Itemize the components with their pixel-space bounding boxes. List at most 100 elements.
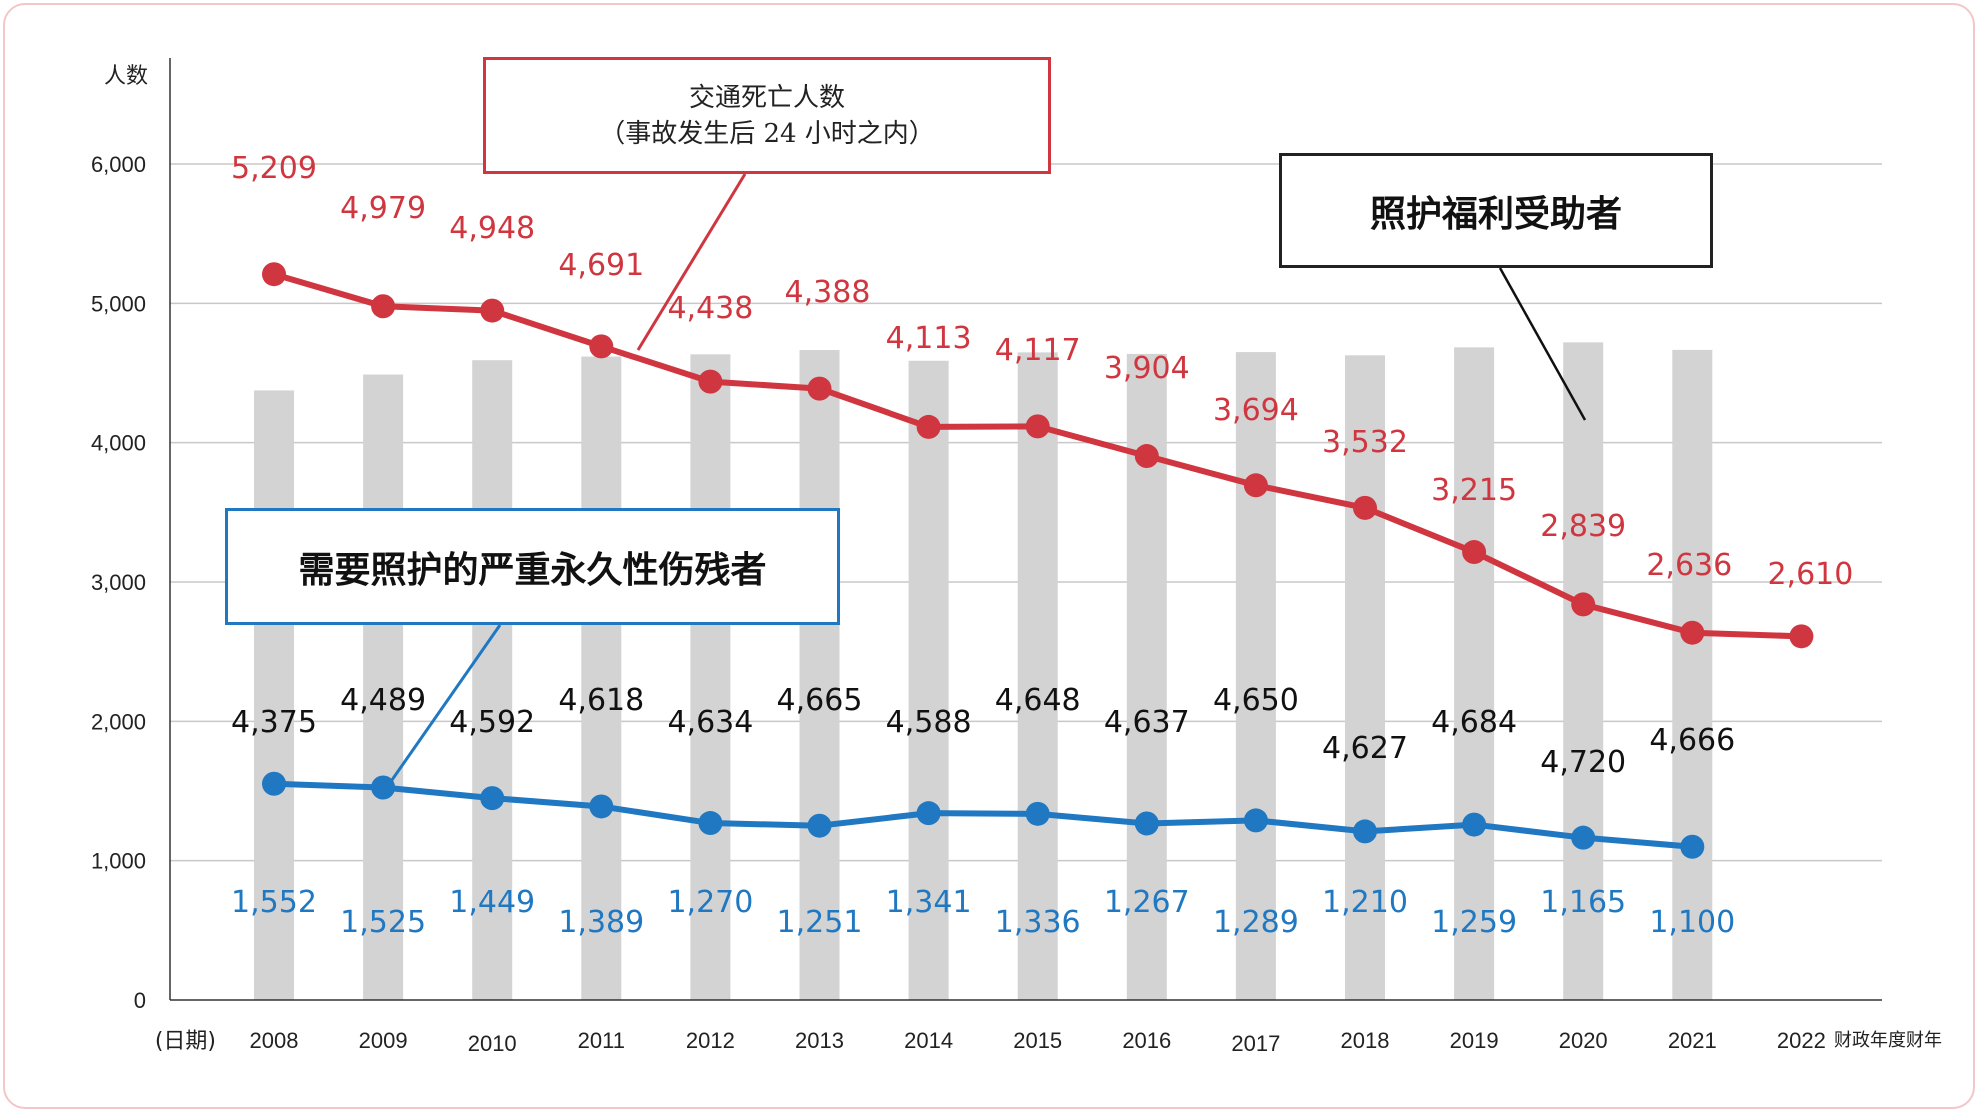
care-recipients-label: 4,489	[340, 683, 426, 718]
severe-disabled-point	[1353, 819, 1377, 844]
traffic-deaths-point	[1680, 620, 1705, 645]
severe-disabled-label: 1,100	[1649, 905, 1735, 940]
y-axis-title: 人数	[104, 64, 148, 89]
y-tick-label: 5,000	[91, 291, 146, 316]
severe-disabled-point	[371, 775, 396, 800]
severe-disabled-label: 1,389	[558, 905, 644, 940]
severe-disabled-point	[916, 801, 941, 826]
x-tick-label: 2009	[359, 1028, 408, 1053]
y-tick-label: 2,000	[91, 709, 146, 734]
bar	[254, 390, 294, 1001]
severe-disabled-label: 1,552	[231, 885, 317, 920]
severe-disabled-point	[698, 811, 723, 836]
care-recipients-label: 4,684	[1431, 705, 1517, 740]
care-recipients-label: 4,634	[667, 705, 753, 740]
x-tick-label: 2011	[578, 1028, 625, 1053]
severe-disabled-label: 1,449	[449, 885, 535, 920]
y-tick-label: 0	[134, 988, 146, 1013]
x-tick-label: 2012	[686, 1028, 735, 1053]
severe-disabled-point	[1243, 808, 1268, 833]
callout-leader-lines	[383, 173, 1587, 791]
severe-disabled-label: 1,267	[1104, 885, 1190, 920]
care-recipients-label: 4,627	[1322, 731, 1408, 766]
traffic-deaths-point	[1571, 592, 1596, 617]
care-recipients-label: 4,720	[1540, 745, 1626, 780]
x-tick-label: 2015	[1013, 1028, 1062, 1053]
y-tick-label: 6,000	[91, 152, 146, 177]
x-tick-label: 2020	[1559, 1028, 1608, 1053]
bar	[908, 360, 949, 1001]
leader-care-recipients	[1498, 267, 1587, 421]
bar	[1017, 352, 1058, 1000]
care-recipients-label: 4,666	[1649, 723, 1735, 758]
x-tick-label: 2021	[1668, 1028, 1717, 1053]
callout-severe-disabled-label: 需要照护的严重永久性伤残者	[298, 549, 767, 591]
traffic-deaths-point	[1134, 444, 1159, 469]
bar	[1235, 352, 1276, 1001]
traffic-deaths-label: 4,113	[886, 321, 972, 356]
traffic-deaths-point	[480, 298, 505, 323]
severe-disabled-label: 1,270	[667, 885, 753, 920]
care-recipients-label: 4,592	[449, 705, 535, 740]
legend-callout-care-recipients: 照护福利受助者	[1279, 153, 1713, 268]
care-recipients-label: 4,618	[558, 683, 644, 718]
x-tick-label: 2014	[904, 1028, 953, 1053]
bar	[690, 354, 731, 1000]
care-recipients-label: 4,650	[1213, 683, 1299, 718]
x-tick-label: 2018	[1341, 1028, 1390, 1053]
traffic-deaths-label: 4,388	[785, 275, 871, 310]
severe-disabled-point	[480, 786, 505, 811]
severe-disabled-point	[1462, 812, 1487, 837]
care-recipients-label: 4,648	[995, 683, 1081, 718]
traffic-deaths-label: 3,694	[1213, 393, 1299, 428]
x-tick-label: 2016	[1122, 1028, 1171, 1053]
severe-disabled-label: 1,341	[886, 885, 972, 920]
axes: 0 1,000 2,000 3,000 4,000 5,000 6,000 人数 2008 200…	[91, 58, 1942, 1056]
data-labels: 5,209 4,979 4,948 4,691 4,438 4,388 4,113 4,117…	[231, 151, 1853, 940]
x-tick-label: 2017	[1231, 1031, 1280, 1056]
traffic-deaths-point	[1243, 473, 1268, 498]
traffic-deaths-label: 4,948	[449, 211, 535, 246]
traffic-deaths-point	[916, 414, 941, 439]
bar	[363, 374, 404, 1000]
severe-disabled-label: 1,165	[1540, 885, 1626, 920]
traffic-deaths-point	[1025, 414, 1050, 439]
severe-disabled-label: 1,336	[995, 905, 1081, 940]
severe-disabled-point	[807, 813, 832, 838]
severe-disabled-label: 1,525	[340, 905, 426, 940]
traffic-deaths-label: 3,215	[1431, 473, 1517, 508]
x-tick-label: 2019	[1450, 1028, 1499, 1053]
severe-disabled-label: 1,251	[777, 905, 863, 940]
traffic-deaths-label: 4,691	[558, 248, 644, 283]
leader-traffic-deaths	[636, 173, 747, 351]
care-recipients-label: 4,375	[231, 705, 317, 740]
severe-disabled-point	[1680, 834, 1705, 859]
traffic-deaths-label: 2,610	[1767, 557, 1853, 592]
severe-disabled-label: 1,289	[1213, 905, 1299, 940]
traffic-deaths-label: 4,438	[667, 291, 753, 326]
legend-callout-severe-disabled: 需要照护的严重永久性伤残者	[225, 508, 840, 625]
x-axis-suffix: 财政年度财年	[1834, 1030, 1942, 1051]
x-tick-label: 2022	[1777, 1028, 1826, 1053]
callout-care-recipients-label: 照护福利受助者	[1369, 193, 1622, 235]
bar	[1672, 349, 1713, 1000]
callout-traffic-deaths-title: 交通死亡人数	[688, 82, 845, 113]
severe-disabled-point	[1134, 811, 1159, 836]
traffic-deaths-label: 4,117	[995, 333, 1081, 368]
bar	[799, 350, 840, 1000]
bar	[581, 356, 622, 1000]
traffic-deaths-label: 2,839	[1540, 509, 1626, 544]
traffic-deaths-point	[807, 376, 832, 401]
traffic-deaths-point	[1789, 624, 1814, 649]
callout-traffic-deaths-subtitle: （事故发生后 24 小时之内）	[599, 118, 935, 149]
traffic-deaths-label: 4,979	[340, 191, 426, 226]
line-series	[262, 262, 1814, 859]
bar-series-care-recipients	[254, 342, 1713, 1001]
traffic-deaths-label: 2,636	[1646, 548, 1732, 583]
y-tick-label: 1,000	[91, 849, 146, 874]
bar	[1345, 355, 1385, 1000]
severe-disabled-point	[1571, 825, 1596, 850]
traffic-deaths-label: 3,904	[1104, 351, 1190, 386]
severe-disabled-point	[589, 794, 614, 819]
